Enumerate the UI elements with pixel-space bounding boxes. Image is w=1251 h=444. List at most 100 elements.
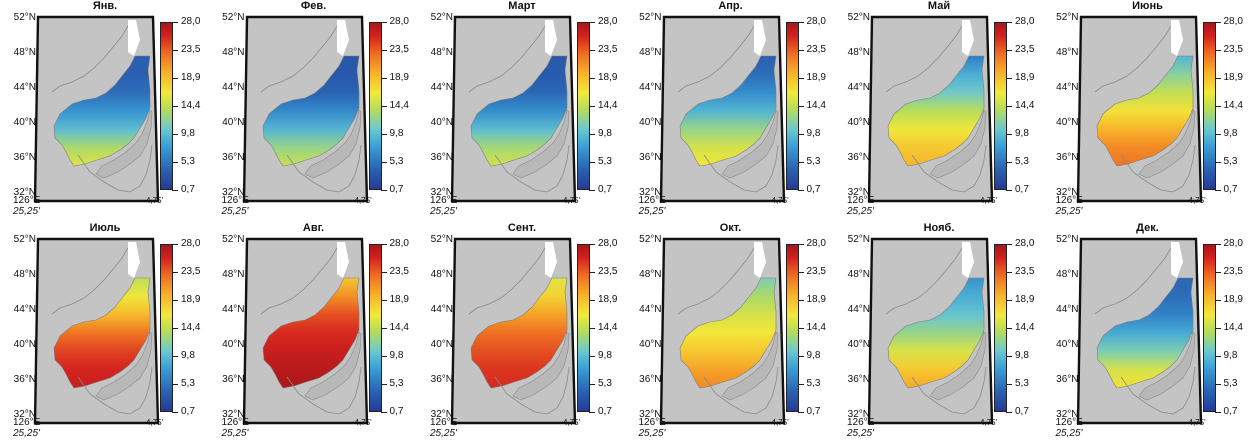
latitude-label: 48°N <box>430 47 453 58</box>
latitude-label: 48°N <box>13 47 36 58</box>
sea-temperature-field <box>470 55 568 167</box>
longitude-label: 126°E <box>638 417 666 428</box>
colorbar-tick <box>1006 244 1012 245</box>
latitude-label: 36°N <box>1056 152 1079 163</box>
colorbar-tick <box>1006 22 1012 23</box>
month-title: Июль <box>89 222 121 234</box>
latitude-label: 36°N <box>639 374 662 385</box>
colorbar-tick-label: 23,5 <box>806 44 826 55</box>
colorbar-tick <box>380 78 387 79</box>
colorbar-tick-label: 28,0 <box>598 238 618 249</box>
colorbar-tick-label: 14,4 <box>806 322 826 333</box>
coastline <box>468 247 546 315</box>
colorbar-tick <box>589 384 595 385</box>
colorbar-tick-label: 18,9 <box>1223 72 1243 83</box>
colorbar-tick <box>172 356 178 357</box>
latitude-label: 40°N <box>639 339 662 350</box>
colorbar-tick-label: 23,5 <box>1223 44 1243 55</box>
latitude-label: 40°N <box>847 339 870 350</box>
latitude-label: 40°N <box>222 339 245 350</box>
latitude-label: 44°N <box>430 82 453 93</box>
colorbar-tick <box>1214 328 1221 329</box>
latitude-label: 36°N <box>847 152 870 163</box>
longitude-sub-label: 25,25' <box>847 428 874 439</box>
colorbar-tick-label: 5,3 <box>1223 156 1238 167</box>
colorbar-tick-label: 5,3 <box>1015 378 1029 389</box>
colorbar-tick-label: 28,0 <box>389 238 409 249</box>
colorbar-tick-label: 18,9 <box>389 294 409 305</box>
colorbar-tick-label: 23,5 <box>389 266 409 277</box>
latitude-label: 32°N <box>639 409 662 420</box>
sea-temperature-field <box>1096 277 1193 389</box>
colorbar-tick <box>380 22 387 23</box>
colorbar-tick <box>797 190 804 191</box>
longitude-label: 126°E <box>847 195 875 206</box>
latitude-label: 44°N <box>847 304 870 315</box>
colorbar-tick <box>797 162 804 163</box>
latitude-label: 40°N <box>430 117 453 128</box>
colorbar-tick <box>172 328 178 329</box>
sea-temperature-field <box>679 55 776 167</box>
colorbar-tick-label: 23,5 <box>1223 266 1243 277</box>
colorbar-tick <box>1214 134 1221 135</box>
colorbar-tick-label: 0,7 <box>598 184 612 195</box>
colorbar-tick <box>1006 106 1012 107</box>
latitude-label: 52°N <box>847 234 870 245</box>
colorbar-tick-label: 28,0 <box>181 16 201 27</box>
longitude-sub-label: 25,25' <box>847 206 874 217</box>
colorbar-tick <box>172 272 178 273</box>
colorbar-tick <box>380 272 387 273</box>
latitude-label: 32°N <box>13 187 36 198</box>
sea-temperature-field <box>887 277 985 389</box>
latitude-label: 44°N <box>847 82 870 93</box>
sst-map <box>242 237 368 425</box>
colorbar-tick-label: 18,9 <box>1015 294 1035 305</box>
colorbar-tick-label: 0,7 <box>1015 184 1029 195</box>
colorbar-tick-label: 28,0 <box>598 16 618 27</box>
longitude-label: 126°E <box>221 195 249 206</box>
sea-temperature-field <box>1096 55 1193 167</box>
month-title: Нояб. <box>923 222 955 234</box>
coastline <box>468 25 546 93</box>
sea-temperature-field <box>53 277 151 389</box>
colorbar-tick <box>797 78 804 79</box>
month-title: Фев. <box>300 0 327 12</box>
colorbar-tick <box>380 106 387 107</box>
map-frame <box>1076 237 1202 425</box>
colorbar-tick <box>1214 412 1221 413</box>
coastline <box>260 247 337 315</box>
latitude-label: 32°N <box>639 187 662 198</box>
no-data-area <box>336 242 349 278</box>
colorbar-tick <box>589 356 595 357</box>
map-frame <box>450 15 577 203</box>
latitude-label: 48°N <box>222 47 245 58</box>
colorbar-tick-label: 9,8 <box>598 350 612 361</box>
latitude-label: 36°N <box>430 374 453 385</box>
latitude-label: 40°N <box>13 339 36 350</box>
colorbar-tick-label: 0,7 <box>1015 406 1029 417</box>
latitude-label: 48°N <box>1056 47 1079 58</box>
colorbar-tick <box>589 106 595 107</box>
coastline <box>286 144 361 193</box>
no-data-area <box>962 242 974 278</box>
latitude-label: 40°N <box>13 117 36 128</box>
colorbar-tick-label: 14,4 <box>1015 322 1035 333</box>
colorbar-tick-label: 5,3 <box>806 378 821 389</box>
colorbar-tick <box>797 244 804 245</box>
latitude-label: 32°N <box>1056 187 1079 198</box>
colorbar-tick <box>172 134 178 135</box>
no-data-area <box>753 242 766 278</box>
colorbar-tick <box>380 134 387 135</box>
no-data-area <box>753 20 766 56</box>
latitude-label: 44°N <box>222 82 245 93</box>
colorbar-tick-label: 5,3 <box>389 156 404 167</box>
colorbar-tick <box>172 412 178 413</box>
corner-label: 4,75' <box>354 196 372 205</box>
longitude-label: 126°E <box>13 195 41 206</box>
colorbar-tick-label: 23,5 <box>806 266 826 277</box>
colorbar-tick <box>797 328 804 329</box>
colorbar-tick-label: 23,5 <box>1015 44 1035 55</box>
colorbar-tick-label: 14,4 <box>181 322 201 333</box>
colorbar-tick-label: 5,3 <box>1223 378 1238 389</box>
map-frame <box>1076 15 1202 203</box>
